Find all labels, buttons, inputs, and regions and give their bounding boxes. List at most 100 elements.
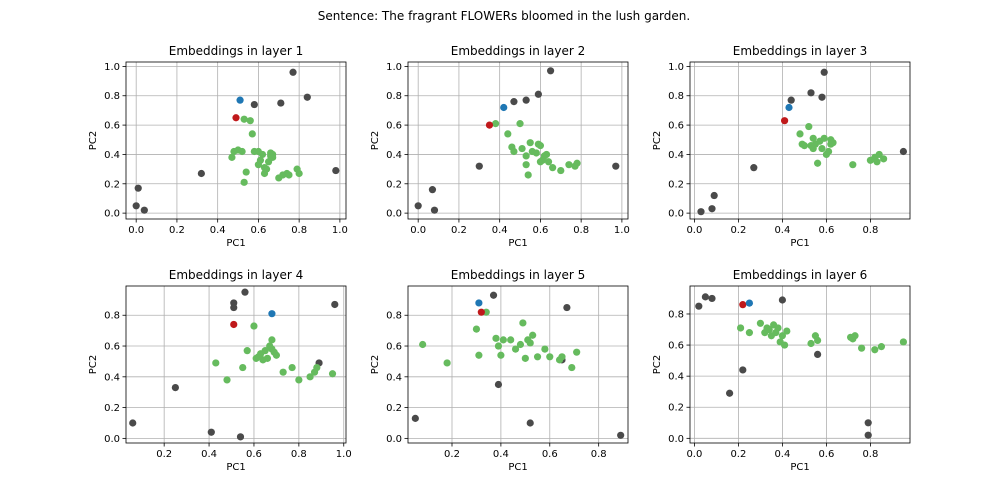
point-related xyxy=(541,345,549,353)
point-related xyxy=(849,161,857,169)
point-related xyxy=(814,159,822,167)
point-context xyxy=(277,99,285,107)
x-tick-label: 0.4 xyxy=(210,225,226,236)
point-related xyxy=(737,324,745,332)
point-context xyxy=(726,389,734,397)
point-related xyxy=(573,348,581,356)
axes-frame xyxy=(407,285,629,444)
point-target xyxy=(739,301,747,309)
x-tick-label: 0.6 xyxy=(250,225,266,236)
x-tick-label: 0.8 xyxy=(291,225,307,236)
point-context xyxy=(612,162,620,170)
point-related xyxy=(497,351,505,359)
point-related xyxy=(529,331,537,339)
point-related xyxy=(526,139,534,147)
point-related xyxy=(778,332,787,340)
x-tick-label: 0.6 xyxy=(246,449,262,460)
x-tick-label: 0.0 xyxy=(686,225,702,236)
point-related xyxy=(542,150,551,159)
x-tick-label: 0.0 xyxy=(686,449,702,460)
point-context xyxy=(197,169,205,178)
y-axis-label: PC2 xyxy=(652,355,663,374)
axes-frame xyxy=(407,61,629,220)
point-query xyxy=(268,310,276,318)
point-target xyxy=(477,308,485,316)
point-related xyxy=(526,339,534,347)
point-context xyxy=(534,90,542,98)
subplot-layer-5: 0.2 0.4 0.6 0.8 0.0 0.2 0.4 0.6 0.8 Embeddings in… xyxy=(370,268,629,473)
y-tick-label: 0.6 xyxy=(668,341,684,352)
x-tick-label: 0.4 xyxy=(774,449,790,460)
subplot-layer-1: 0.0 0.2 0.4 0.6 0.8 1.0 0.0 0.2 0.4 0.6 0.8 1.0 Embe… xyxy=(88,44,348,249)
point-context xyxy=(546,67,555,75)
x-tick-label: 0.8 xyxy=(291,449,307,460)
point-context xyxy=(494,380,503,389)
point-context xyxy=(695,302,703,310)
point-context xyxy=(563,303,571,312)
point-related xyxy=(223,376,231,384)
figure-suptitle: Sentence: The fragrant FLOWERs bloomed i… xyxy=(317,9,691,23)
y-tick-label: 0.4 xyxy=(104,372,120,383)
point-context xyxy=(820,68,828,76)
x-axis-label: PC1 xyxy=(226,462,245,473)
x-tick-label: 0.2 xyxy=(156,449,172,460)
point-related xyxy=(272,351,281,359)
y-tick-label: 1.0 xyxy=(668,62,684,73)
point-related xyxy=(279,368,287,376)
point-related xyxy=(510,147,518,156)
point-related xyxy=(820,134,828,142)
point-related xyxy=(499,336,507,344)
point-related xyxy=(809,134,817,142)
point-context xyxy=(414,202,422,210)
point-related xyxy=(507,336,515,344)
point-context xyxy=(430,206,439,214)
point-related xyxy=(240,115,248,123)
point-related xyxy=(306,373,314,381)
point-related xyxy=(814,336,822,345)
subplot-title: Embeddings in layer 2 xyxy=(451,44,585,58)
point-related xyxy=(516,340,525,349)
point-related xyxy=(492,334,500,342)
point-related xyxy=(827,140,835,148)
y-axis-label: PC2 xyxy=(652,131,663,150)
point-related xyxy=(521,354,529,362)
subplot-title: Embeddings in layer 1 xyxy=(169,44,303,58)
y-tick-label: 0.4 xyxy=(104,150,120,161)
point-context xyxy=(739,366,747,374)
point-context xyxy=(818,93,826,101)
point-query xyxy=(475,299,483,307)
point-context xyxy=(899,147,908,156)
point-related xyxy=(254,147,263,156)
point-context xyxy=(303,93,311,101)
x-tick-label: 0.8 xyxy=(591,449,607,460)
y-tick-label: 0.6 xyxy=(104,121,120,132)
point-context xyxy=(140,206,148,214)
point-related xyxy=(533,353,542,361)
point-target xyxy=(230,320,238,329)
y-axis-label: PC2 xyxy=(88,355,99,374)
point-query xyxy=(785,103,793,112)
x-axis-label: PC1 xyxy=(508,462,527,473)
x-tick-label: 0.4 xyxy=(201,449,217,460)
point-context xyxy=(708,205,716,213)
x-tick-label: 0.6 xyxy=(532,225,548,236)
x-tick-label: 0.0 xyxy=(128,225,144,236)
point-related xyxy=(899,338,908,346)
y-tick-label: 0.2 xyxy=(668,403,684,414)
point-related xyxy=(269,150,277,159)
point-related xyxy=(256,156,265,164)
point-related xyxy=(242,168,250,176)
y-tick-label: 0.2 xyxy=(104,179,120,190)
x-tick-label: 1.0 xyxy=(332,225,348,236)
y-tick-label: 1.0 xyxy=(386,62,402,73)
point-related xyxy=(243,347,251,355)
point-related xyxy=(568,363,576,372)
point-query xyxy=(236,96,244,104)
y-tick-label: 0.2 xyxy=(668,179,684,190)
point-context xyxy=(814,350,822,358)
x-tick-label: 0.4 xyxy=(493,449,509,460)
y-tick-label: 0.6 xyxy=(104,342,120,353)
x-tick-label: 0.6 xyxy=(542,449,558,460)
point-context xyxy=(710,191,718,200)
point-context xyxy=(331,300,339,309)
